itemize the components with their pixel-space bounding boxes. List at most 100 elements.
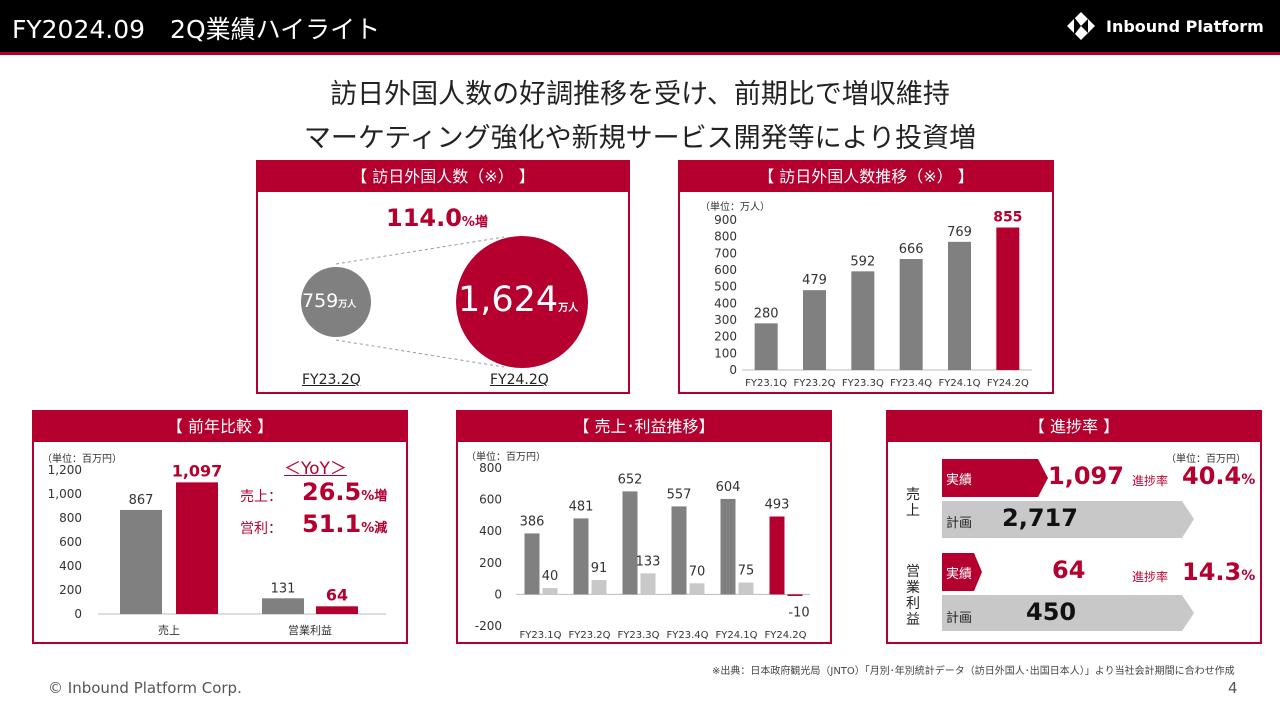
yoy-heading: ＜YoY＞ <box>284 459 347 479</box>
bar <box>754 323 778 370</box>
y-tick-label: 400 <box>59 559 82 573</box>
yoy-sales-suffix: %増 <box>361 489 388 504</box>
visitors-panel: 【 訪日外国人数（※） 】 114.0%増 759万人 1,624万人 FY23… <box>256 160 630 394</box>
bar-value-label: 604 <box>716 480 741 495</box>
bar-value-label: 91 <box>591 561 608 576</box>
y-tick-label: 600 <box>59 535 82 549</box>
bar-value-label: 75 <box>738 564 755 579</box>
x-tick-label: FY24.2Q <box>987 378 1029 389</box>
sales-plan-label: 計画 <box>946 516 973 531</box>
progress-panel: 【 進捗率 】 （単位：百万円） 売上 営業利益 実績 1,097 進捗率 40… <box>886 410 1262 644</box>
bar-value-label: 652 <box>618 472 643 487</box>
bar <box>262 598 304 614</box>
prev-visitors-circle <box>301 267 371 337</box>
op-rate: 14.3% <box>1182 558 1255 586</box>
y-tick-label: 0 <box>729 363 737 377</box>
sales-plan-arrow <box>942 501 1194 538</box>
x-tick-label: FY23.2Q <box>794 378 836 389</box>
source-footnote: ※出典：日本政府観光局（JNTO）「月別･年別統計データ（訪日外国人･出国日本人… <box>712 666 1235 677</box>
yoy-sales-label: 売上： <box>240 489 282 505</box>
progress-arrows <box>942 459 1194 631</box>
bar <box>591 580 607 595</box>
x-tick-label: FY23.1Q <box>520 630 562 641</box>
curr-visitors-text: 1,624万人 <box>458 280 578 320</box>
headline-line-1: 訪日外国人数の好調推移を受け、前期比で増収維持 <box>330 79 950 110</box>
sales-actual-value: 1,097 <box>1048 462 1124 490</box>
y-tick-label: 800 <box>479 461 502 475</box>
y-tick-label: 200 <box>479 556 502 570</box>
yoy-unit: （単位：百万円） <box>42 454 122 465</box>
op-actual-arrow <box>942 553 982 591</box>
prev-visitors-unit: 万人 <box>338 300 357 310</box>
op-plan-value: 450 <box>1026 598 1077 626</box>
x-tick-label: FY24.2Q <box>765 630 807 641</box>
bar-value-label: 1,097 <box>172 461 223 480</box>
yoy-panel-title: 【 前年比較 】 <box>34 412 406 442</box>
y-tick-label: 600 <box>714 263 737 277</box>
page-title: FY2024.09 2Q業績ハイライト <box>12 15 381 44</box>
yoy-op-label: 営利： <box>240 521 282 537</box>
bar-value-label: 386 <box>520 514 545 529</box>
bar-value-label: 666 <box>899 242 924 257</box>
x-tick-label: FY23.3Q <box>618 630 660 641</box>
logo-mark-icon <box>1067 12 1095 40</box>
visitors-panel-title: 【 訪日外国人数（※） 】 <box>258 162 628 192</box>
bar <box>640 573 656 595</box>
bar <box>996 227 1020 370</box>
y-tick-label: 0 <box>494 587 502 601</box>
x-tick-label: FY23.1Q <box>745 378 787 389</box>
visitors-trend-panel: 【 訪日外国人数推移（※） 】 （単位：万人） 0 100 200 300 400 500… <box>678 160 1054 394</box>
op-actual-value: 64 <box>1052 556 1086 584</box>
y-tick-label: 100 <box>714 346 737 360</box>
bar <box>671 506 687 595</box>
header-bar: FY2024.09 2Q業績ハイライト Inbound Platform <box>0 0 1280 55</box>
progress-sales-row-label: 売上 <box>906 487 920 519</box>
sales-rate-label: 進捗率 <box>1132 474 1169 488</box>
visitors-growth-value: 114.0 <box>386 204 462 232</box>
y-tick-label: 600 <box>479 493 502 507</box>
yoy-chart: 0 200 400 600 800 1,000 1,200 867 1,097 売上 131 64 営業… <box>48 461 386 637</box>
bar-value-label: 64 <box>326 585 348 604</box>
sales-profit-unit: （単位：百万円） <box>466 452 546 463</box>
visitors-bubbles <box>301 236 588 368</box>
y-tick-label: 200 <box>714 330 737 344</box>
company-logo: Inbound Platform <box>1064 8 1264 44</box>
y-tick-label: 900 <box>714 213 737 227</box>
visitors-trend-chart: 0 100 200 300 400 500 600 700 800 900 280 FY23.1Q 47… <box>714 210 1032 389</box>
bar-value-label: 280 <box>754 306 779 321</box>
y-tick-label: 700 <box>714 246 737 260</box>
connector-bottom <box>335 339 505 368</box>
bar-value-label: 867 <box>129 493 154 508</box>
x-tick-label: FY24.1Q <box>716 630 758 641</box>
bar <box>851 271 875 370</box>
page-number: 4 <box>1228 679 1238 697</box>
bar <box>738 582 754 595</box>
bar <box>573 518 589 595</box>
op-rate-label: 進捗率 <box>1132 570 1169 584</box>
yoy-op-suffix: %減 <box>361 521 388 536</box>
yoy-sales: 26.5%増 <box>302 478 387 506</box>
y-tick-label: -200 <box>475 619 502 633</box>
visitors-growth: 114.0%増 <box>386 204 488 232</box>
op-actual-label: 実績 <box>946 567 973 582</box>
x-tick-label: FY24.1Q <box>939 378 981 389</box>
x-tick-label: FY23.3Q <box>842 378 884 389</box>
bar <box>316 606 358 614</box>
op-rate-suffix: % <box>1241 568 1256 584</box>
x-tick-label: FY23.4Q <box>667 630 709 641</box>
y-tick-label: 500 <box>714 280 737 294</box>
prev-period-label: FY23.2Q <box>302 372 361 388</box>
bar <box>803 290 826 370</box>
bar <box>524 533 540 595</box>
y-tick-label: 400 <box>479 524 502 538</box>
y-tick-label: 0 <box>74 607 82 621</box>
bar <box>769 516 785 595</box>
bar <box>787 594 803 596</box>
sales-plan-value: 2,717 <box>1002 504 1078 532</box>
y-tick-label: 400 <box>714 296 737 310</box>
bar-value-label: 133 <box>636 554 661 569</box>
bar-value-label: 70 <box>689 564 706 579</box>
bar <box>176 482 218 614</box>
op-rate-value: 14.3 <box>1182 558 1242 586</box>
header-accent-line <box>0 52 1280 55</box>
